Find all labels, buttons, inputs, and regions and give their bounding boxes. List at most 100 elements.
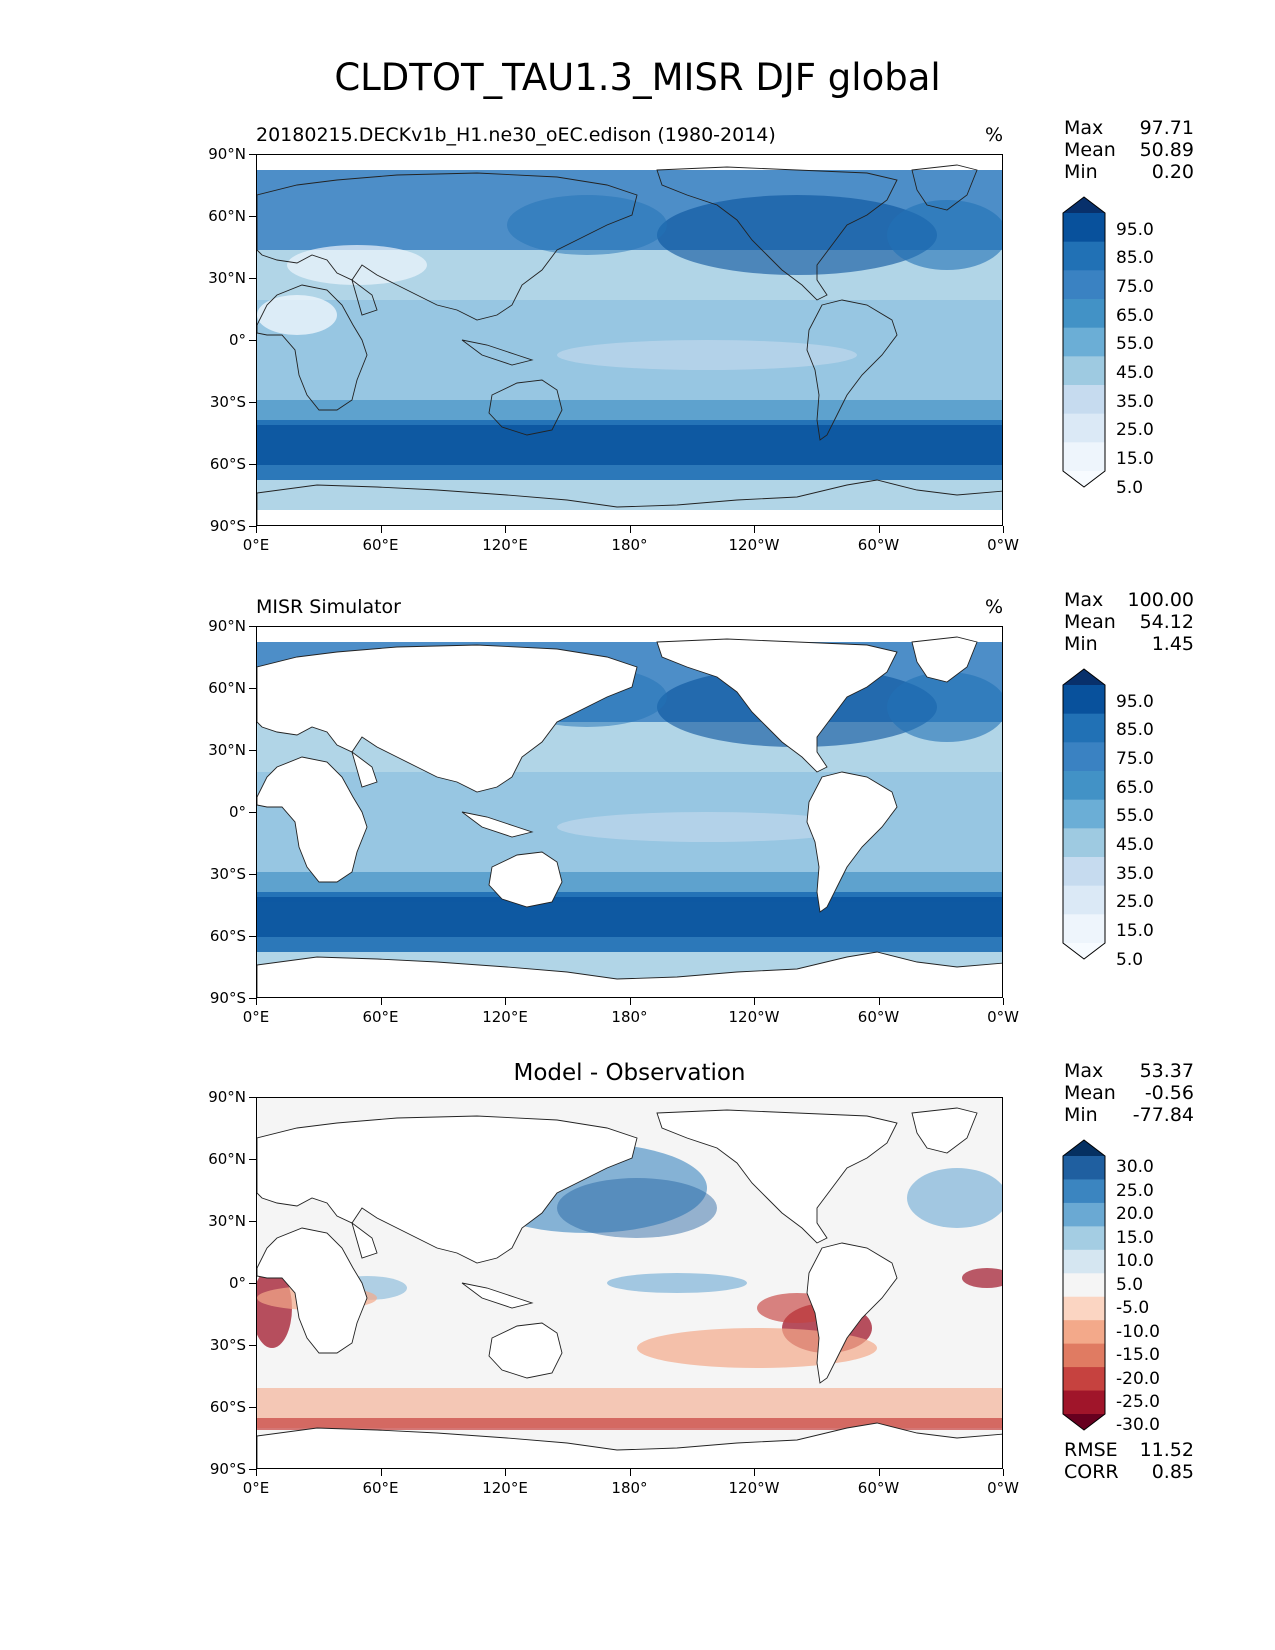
lat-tick (249, 1221, 256, 1223)
panel-difference: Model - Observation 90°N 60°N 30°N 0° 30°S 60°… (0, 943, 1275, 1497)
field-feature (507, 195, 667, 255)
lon-tick-label: 180° (611, 536, 648, 554)
lat-tick (249, 526, 256, 528)
stat-label: Min (1064, 161, 1098, 183)
stat-value: -0.56 (1144, 1082, 1194, 1104)
lat-tick (249, 1159, 256, 1161)
stat-value: 53.37 (1139, 1060, 1194, 1082)
colorbar-tick-label: 55.0 (1116, 334, 1154, 355)
colorbar-tick-label: -10.0 (1116, 1321, 1160, 1342)
lon-tick (754, 998, 756, 1005)
lat-tick (249, 340, 256, 342)
lon-tick (754, 1469, 756, 1476)
lat-tick (249, 1345, 256, 1347)
colorbar-tick-label: 95.0 (1116, 691, 1154, 712)
map-plot (256, 1097, 1003, 1469)
lat-tick-label: 60°N (208, 679, 246, 697)
colorbar-tick-label: 15.0 (1116, 449, 1154, 469)
map-field (257, 155, 1002, 525)
colorbar-tick-label: -30.0 (1116, 1415, 1160, 1436)
lon-tick-label: 0°E (242, 1479, 270, 1497)
panel-observation: MISR Simulator% 90°N 60°N 30°N 0° 30°S 60°S 90°… (0, 472, 1275, 1026)
stats-block: Max 97.71 Mean 50.89 Min 0.20 (1064, 117, 1194, 183)
map-field (257, 627, 1002, 997)
colorbar-tick-label: 75.0 (1116, 749, 1154, 769)
colorbar-segment (1063, 1367, 1105, 1392)
lat-tick (249, 1407, 256, 1409)
stat-row: RMSE 11.52 (1064, 1439, 1194, 1461)
lat-tick-label: 90°N (208, 617, 246, 635)
field-band-storm-core (257, 897, 1002, 937)
stat-row: Mean 54.12 (1064, 611, 1194, 633)
lat-tick (249, 750, 256, 752)
panel-title: Model - Observation (513, 1060, 746, 1086)
lat-tick (249, 936, 256, 938)
lat-tick-label: 30°S (209, 1336, 246, 1354)
colorbar-tick-label: 15.0 (1116, 1227, 1154, 1248)
colorbar-extend-max (1063, 197, 1105, 213)
lon-tick-label: 120°W (728, 1008, 780, 1026)
colorbar-segment (1063, 270, 1105, 300)
lon-tick-label: 60°W (857, 1479, 900, 1497)
colorbar-segment (1063, 885, 1105, 915)
colorbar-tick-label: 85.0 (1116, 248, 1154, 269)
lon-tick-label: 120°E (482, 1008, 528, 1026)
lon-tick (878, 1469, 880, 1476)
lat-tick (249, 464, 256, 466)
panel-model: 20180215.DECKv1b_H1.ne30_oEC.edison (198… (0, 0, 1275, 554)
colorbar-segment (1063, 1320, 1105, 1345)
lat-tick-label: 30°N (208, 269, 246, 287)
colorbar-tick-label: -20.0 (1116, 1368, 1160, 1389)
lat-tick-label: 30°S (209, 865, 246, 883)
field-band-storm-core (257, 425, 1002, 465)
lat-tick-label: 0° (228, 803, 246, 821)
colorbar-segment (1063, 299, 1105, 329)
stats-block: Max 53.37 Mean -0.56 Min -77.84 (1064, 1060, 1194, 1126)
lon-tick-label: 0°W (987, 1479, 1019, 1497)
map-plot (256, 154, 1003, 526)
lat-tick (249, 154, 256, 156)
lon-tick (380, 998, 382, 1005)
colorbar-segment (1063, 1273, 1105, 1298)
map-field (257, 1098, 1002, 1468)
stat-value: 97.71 (1139, 117, 1194, 139)
field-feature (557, 340, 857, 370)
colorbar-extend-min (1063, 943, 1105, 959)
stat-row: Max 53.37 (1064, 1060, 1194, 1082)
colorbar-tick-label: 45.0 (1116, 835, 1154, 855)
lon-tick (505, 1469, 507, 1476)
lat-tick-label: 90°N (208, 145, 246, 163)
units-label: % (984, 124, 1003, 146)
lon-tick (380, 526, 382, 533)
lon-tick-label: 120°W (728, 1479, 780, 1497)
field-feature (887, 200, 1002, 270)
colorbar (1062, 1139, 1106, 1431)
stat-value: 0.20 (1151, 161, 1194, 183)
panel-title: MISR Simulator (256, 596, 401, 618)
colorbar-tick-label: 65.0 (1116, 777, 1154, 798)
field-feature (907, 1168, 1002, 1228)
field-feature (287, 245, 427, 285)
colorbar-tick-label: 95.0 (1116, 219, 1154, 240)
colorbar-tick-label: 5.0 (1116, 477, 1144, 498)
lon-tick (1003, 526, 1005, 533)
lon-tick-label: 180° (611, 1008, 648, 1026)
colorbar-tick-label: 20.0 (1116, 1204, 1154, 1225)
colorbar-segment (1063, 213, 1105, 243)
lon-tick (629, 1469, 631, 1476)
lon-tick (256, 526, 258, 533)
colorbar-tick-label: 35.0 (1116, 863, 1154, 884)
lat-tick-label: 60°S (209, 1398, 246, 1416)
colorbar-tick-label: 85.0 (1116, 720, 1154, 741)
colorbar-tick-label: 25.0 (1116, 1180, 1154, 1201)
lon-tick-label: 0°E (242, 536, 270, 554)
lat-tick (249, 402, 256, 404)
stat-value: 0.85 (1151, 1461, 1194, 1483)
lat-tick (249, 1469, 256, 1471)
stat-value: 50.89 (1139, 139, 1194, 161)
colorbar-segment (1063, 857, 1105, 887)
colorbar-tick-label: 35.0 (1116, 391, 1154, 412)
stat-row: Max 97.71 (1064, 117, 1194, 139)
lon-tick-label: 120°E (482, 536, 528, 554)
lon-tick-label: 0°E (242, 1008, 270, 1026)
